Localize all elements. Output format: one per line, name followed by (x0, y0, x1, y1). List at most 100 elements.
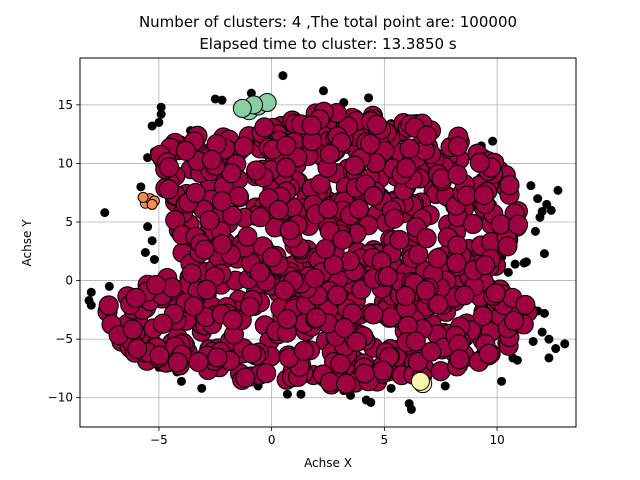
main-cluster-point (277, 309, 298, 330)
main-cluster-point (199, 210, 220, 231)
main-cluster-point (384, 208, 405, 229)
main-cluster-point (276, 135, 297, 156)
main-cluster-point (262, 247, 283, 268)
noise-point (282, 389, 292, 399)
main-cluster-point (127, 338, 148, 359)
main-cluster-point (246, 160, 267, 181)
main-cluster-point (304, 268, 325, 289)
noise-point (530, 226, 540, 236)
orange-cluster-point (146, 198, 158, 210)
green-cluster-point (232, 98, 252, 118)
main-cluster-point (233, 136, 255, 157)
noise-point (147, 121, 157, 131)
noise-point (544, 353, 554, 363)
noise-point (154, 117, 164, 127)
noise-point (104, 281, 114, 291)
noise-point (503, 267, 513, 277)
noise-point (86, 300, 96, 310)
main-cluster-point (508, 214, 529, 235)
noise-point (143, 222, 153, 232)
main-cluster-point (158, 157, 180, 178)
main-cluster-point (399, 138, 420, 159)
noise-point (528, 336, 538, 346)
main-cluster-point (395, 285, 416, 307)
main-cluster-point (478, 343, 499, 364)
main-cluster-point (472, 306, 493, 327)
chart-title-line-2: Elapsed time to cluster: 13.3850 s (199, 35, 457, 53)
main-cluster-point (122, 319, 143, 340)
noise-point (546, 205, 556, 215)
main-cluster-point (323, 254, 344, 275)
main-cluster-point (222, 309, 243, 331)
main-cluster-point (98, 295, 119, 316)
main-cluster-point (188, 351, 209, 373)
main-cluster-point (334, 317, 355, 338)
noise-point (176, 376, 186, 386)
main-cluster-point (125, 287, 146, 309)
y-tick-label: 15 (58, 98, 73, 112)
main-cluster-point (447, 136, 468, 157)
main-cluster-point (211, 234, 233, 255)
main-cluster-point (454, 285, 475, 306)
main-cluster-point (152, 313, 173, 334)
main-cluster-point (416, 125, 437, 146)
noise-point (539, 249, 549, 259)
y-ticks: −10 −5 0 5 10 15 (48, 98, 80, 405)
main-cluster-point (348, 198, 369, 220)
main-cluster-point (346, 331, 367, 352)
main-cluster-point (354, 363, 375, 384)
y-axis-label: Achse Y (20, 219, 34, 267)
noise-point (197, 383, 207, 393)
main-cluster-point (301, 115, 322, 136)
main-cluster-point (407, 351, 428, 372)
main-cluster-point (475, 255, 496, 276)
noise-point (386, 383, 396, 393)
main-cluster-point (389, 229, 410, 251)
noise-point (210, 94, 220, 104)
main-cluster-point (175, 140, 196, 161)
main-cluster-point (504, 310, 525, 331)
points-layer (84, 71, 570, 414)
noise-point (100, 208, 110, 218)
noise-point (366, 397, 376, 407)
main-cluster-point (185, 182, 206, 203)
main-cluster-point (366, 114, 387, 135)
noise-point (440, 381, 450, 391)
main-cluster-point (268, 199, 289, 220)
noise-point (156, 109, 166, 119)
noise-point (296, 389, 306, 399)
noise-point (526, 181, 536, 191)
main-cluster-point (250, 207, 271, 228)
orange-cluster-point (137, 191, 149, 203)
noise-point (560, 339, 570, 349)
main-cluster-point (336, 373, 357, 394)
noise-point (149, 254, 159, 264)
main-cluster-point (241, 343, 262, 364)
noise-point (533, 194, 543, 204)
main-cluster-point (207, 347, 228, 368)
noise-point (278, 71, 288, 81)
x-axis-label: Achse X (304, 456, 352, 470)
main-cluster-point (222, 205, 243, 226)
main-cluster-point (363, 186, 384, 207)
y-tick-label: −5 (55, 332, 73, 346)
noise-point (512, 355, 522, 365)
yellow-cluster-point (410, 371, 430, 391)
x-tick-label: −5 (150, 433, 168, 447)
main-cluster-point (396, 157, 417, 178)
main-cluster-point (228, 186, 249, 207)
noise-point (406, 404, 416, 414)
main-cluster-point (485, 283, 506, 304)
main-cluster-point (363, 304, 384, 325)
main-cluster-point (330, 353, 351, 374)
noise-point (86, 287, 96, 297)
noise-point (537, 327, 547, 337)
main-cluster-point (463, 213, 484, 235)
main-cluster-point (428, 294, 449, 315)
main-cluster-point (211, 191, 233, 212)
noise-point (521, 257, 531, 267)
main-cluster-point (327, 285, 348, 306)
noise-point (488, 136, 498, 146)
